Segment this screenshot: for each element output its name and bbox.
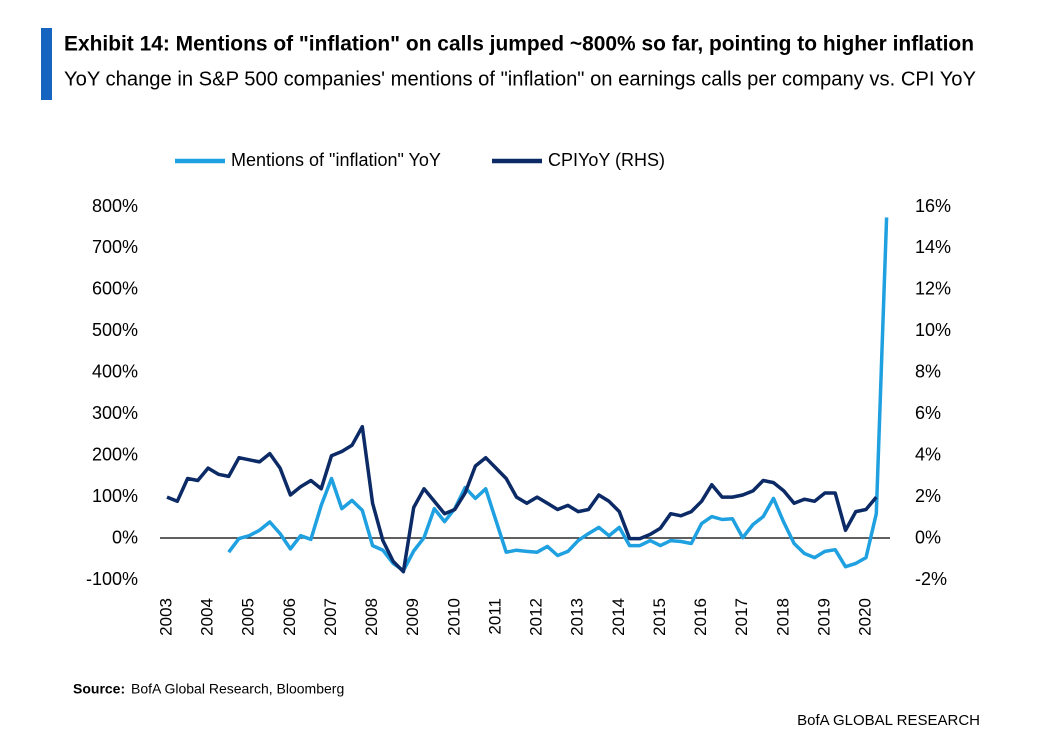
y-tick-label: 800%	[92, 196, 138, 216]
y2-tick-label: 2%	[915, 486, 941, 506]
footer: BofA GLOBAL RESEARCH	[797, 712, 980, 729]
y-tick-label: 0%	[112, 527, 138, 547]
source-text: BofA Global Research, Bloomberg	[131, 681, 344, 697]
x-tick-label: 2004	[198, 598, 217, 636]
x-tick-label: 2013	[568, 598, 587, 636]
y2-tick-label: 4%	[915, 444, 941, 464]
x-tick-label: 2012	[527, 598, 546, 636]
x-tick-label: 2008	[362, 598, 381, 636]
y-tick-label: 200%	[92, 444, 138, 464]
y2-tick-label: 14%	[915, 237, 951, 257]
x-tick-label: 2003	[156, 598, 175, 636]
legend-label: Mentions of "inflation" YoY	[231, 150, 441, 170]
x-tick-label: 2014	[609, 598, 628, 636]
x-tick-label: 2016	[691, 598, 710, 636]
y-tick-label: 400%	[92, 362, 138, 382]
x-tick-label: 2018	[773, 598, 792, 636]
y-tick-label: 700%	[92, 237, 138, 257]
y2-tick-label: -2%	[915, 569, 947, 589]
y2-tick-label: 8%	[915, 362, 941, 382]
y-tick-label: 600%	[92, 279, 138, 299]
x-tick-label: 2006	[280, 598, 299, 636]
x-tick-label: 2007	[321, 598, 340, 636]
title-accent	[41, 28, 52, 100]
y-tick-label: 500%	[92, 320, 138, 340]
chart-title: Exhibit 14: Mentions of "inflation" on c…	[64, 33, 974, 56]
y2-tick-label: 6%	[915, 403, 941, 423]
x-tick-label: 2015	[650, 598, 669, 636]
y2-tick-label: 10%	[915, 320, 951, 340]
series-line	[227, 217, 889, 573]
y-tick-label: -100%	[86, 569, 138, 589]
series-line	[166, 424, 878, 574]
x-tick-label: 2005	[239, 598, 258, 636]
y2-tick-label: 0%	[915, 527, 941, 547]
x-tick-label: 2019	[814, 598, 833, 636]
chart-subtitle: YoY change in S&P 500 companies' mention…	[64, 68, 976, 90]
x-tick-label: 2011	[485, 598, 504, 635]
y-tick-label: 100%	[92, 486, 138, 506]
y2-tick-label: 16%	[915, 196, 951, 216]
x-tick-label: 2017	[732, 598, 751, 636]
source-label: Source:	[73, 681, 125, 697]
legend-label: CPIYoY (RHS)	[548, 150, 665, 170]
x-tick-label: 2009	[403, 598, 422, 636]
x-tick-label: 2010	[444, 598, 463, 636]
y-tick-label: 300%	[92, 403, 138, 423]
y2-tick-label: 12%	[915, 279, 951, 299]
x-tick-label: 2020	[856, 598, 875, 636]
